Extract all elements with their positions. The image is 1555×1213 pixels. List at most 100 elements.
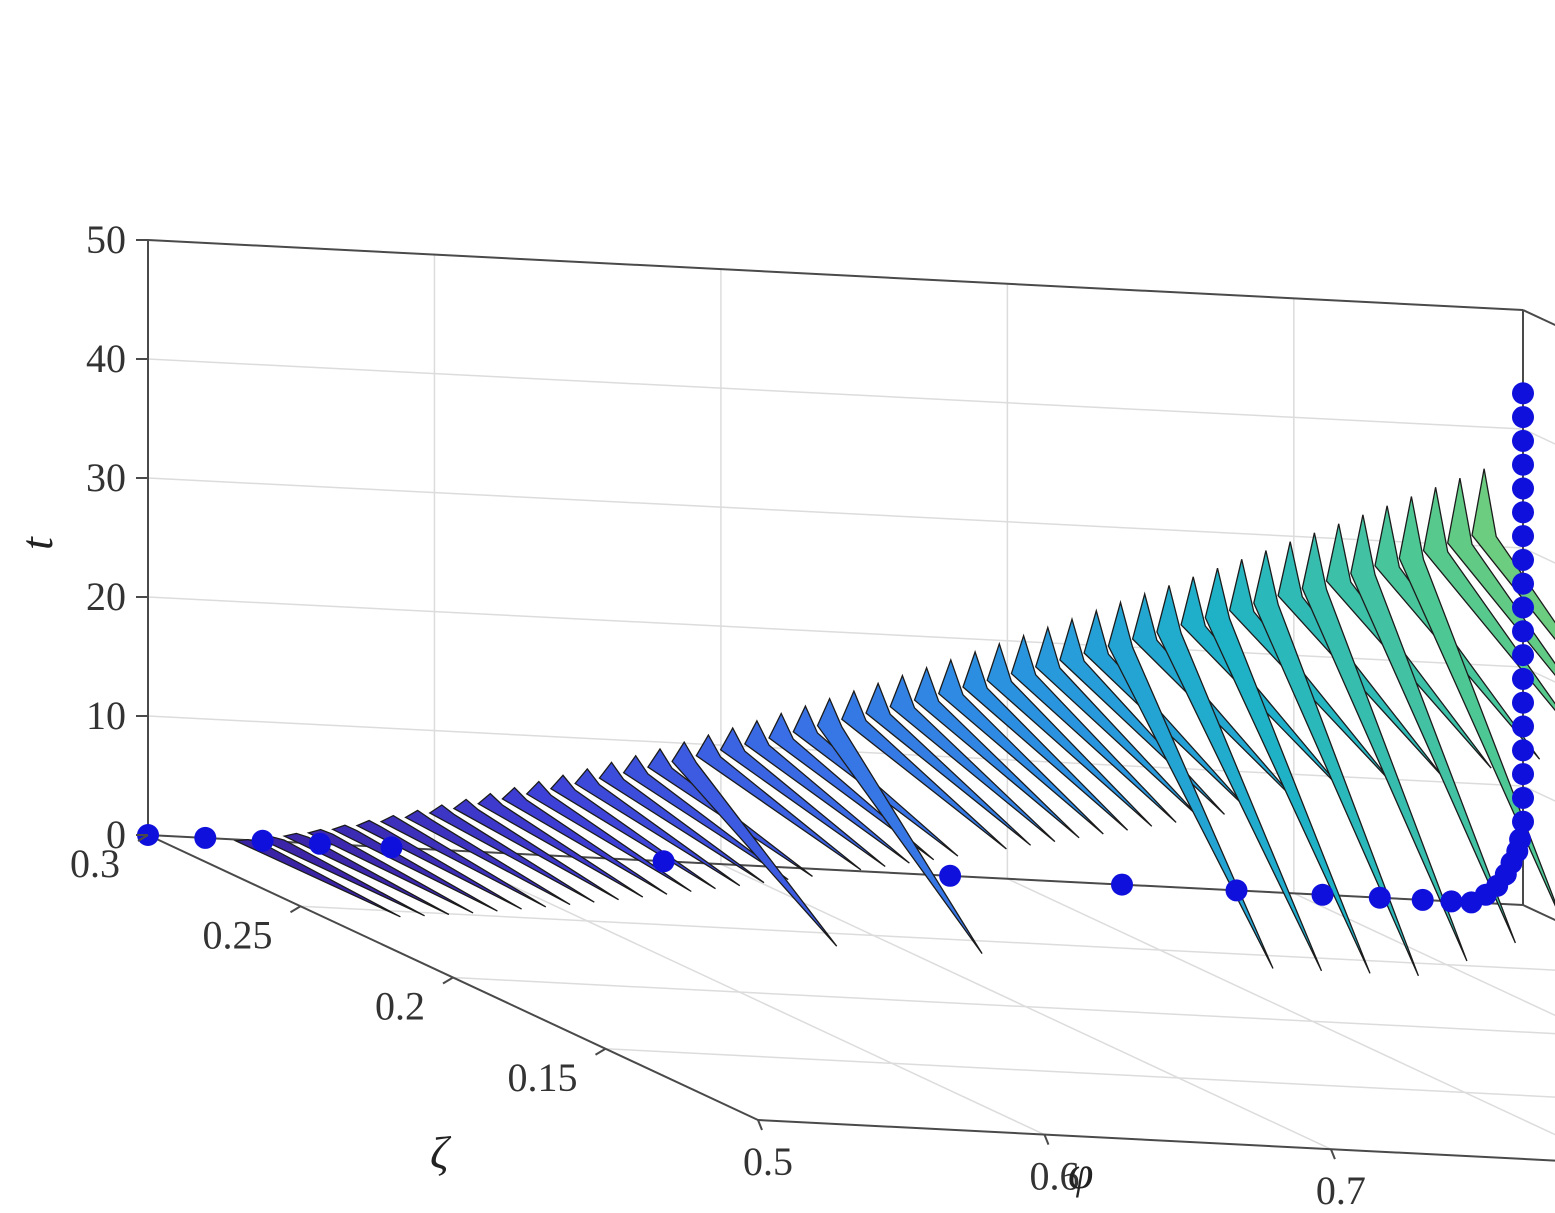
zeta-tick-label: 0.15 [508, 1055, 578, 1100]
surface-facet [792, 704, 959, 857]
boundary-point [1512, 739, 1534, 762]
boundary-point [1512, 382, 1534, 405]
surface-facet [1228, 559, 1395, 786]
surface-facet [1301, 532, 1468, 962]
surface-facet [452, 798, 619, 901]
boundary-point [1512, 453, 1534, 476]
boundary-point [1440, 890, 1463, 913]
surface-facet [743, 719, 910, 864]
boundary-point [939, 864, 962, 887]
grid-line [300, 905, 1555, 971]
t-axis-label: t [11, 536, 62, 550]
surface-facet [1034, 625, 1201, 819]
surface-facet [1374, 505, 1541, 760]
boundary-point [1512, 620, 1534, 643]
boundary-point [1512, 763, 1534, 786]
axis-edge [1522, 904, 1555, 922]
surface-facet [598, 761, 765, 884]
grid-line [1007, 878, 1555, 1136]
phi-tick-label: 0.5 [743, 1139, 793, 1184]
surface-facet [404, 809, 571, 906]
axis-edge [757, 1119, 1555, 1162]
surface-facet [428, 804, 595, 903]
t-tick-label: 50 [86, 217, 126, 262]
boundary-point [1512, 548, 1534, 571]
surface-facet [1325, 523, 1492, 769]
boundary-point [1368, 886, 1391, 909]
surface-facet [1422, 487, 1555, 712]
phi-tick-label: 0.6 [1029, 1154, 1079, 1199]
boundary-point [1512, 810, 1534, 833]
surface-facet [1277, 541, 1444, 778]
surface-facet [1083, 608, 1250, 811]
surface-facet [1010, 633, 1177, 823]
surface-facet [1204, 567, 1371, 974]
surface-facet [331, 824, 498, 912]
surface-facet [937, 657, 1104, 835]
grid-line [1293, 892, 1555, 1017]
boundary-point [1512, 715, 1534, 738]
zeta-tick-mark [137, 834, 149, 842]
surface-facet [1131, 591, 1298, 803]
surface-facet [816, 696, 983, 954]
surface-facet [501, 786, 668, 895]
surface-facet [671, 740, 838, 947]
surface-facet [574, 767, 741, 887]
surface-facet [646, 747, 813, 877]
boundary-point [652, 850, 675, 873]
phi-tick-mark [757, 1119, 763, 1131]
zeta-tick-mark [442, 976, 454, 985]
boundary-point [308, 832, 331, 855]
surface-facet [695, 733, 862, 871]
zeta-tick-label: 0.25 [203, 912, 273, 957]
zeta-tick-label: 0.2 [375, 984, 425, 1029]
boundary-point [1512, 596, 1534, 619]
boundary-point [194, 826, 217, 849]
t-tick-label: 10 [86, 693, 126, 738]
surface-facet [306, 828, 474, 914]
surface-facet [282, 832, 450, 916]
phi-axis-label: φ [1068, 1147, 1093, 1198]
surface-facet [865, 681, 1032, 846]
surface-facet [986, 641, 1153, 827]
surface-facet [622, 754, 789, 881]
surface-facet [1253, 550, 1420, 977]
surface-facet [525, 780, 692, 893]
surface-facet [768, 712, 935, 861]
grid-line [147, 477, 1524, 549]
surface-facet [1156, 585, 1323, 972]
surface-facet [477, 792, 644, 898]
surface-facet [841, 689, 1007, 850]
boundary-point [1111, 873, 1133, 896]
surface-facet [379, 814, 547, 908]
t-tick-label: 40 [86, 336, 126, 381]
grid-line [452, 976, 1555, 1035]
axis-edge [147, 239, 1524, 311]
boundary-point [1311, 883, 1334, 906]
boundary-point [1512, 644, 1534, 667]
boundary-point [1509, 828, 1532, 851]
boundary-point [1512, 429, 1534, 452]
surface-facet [719, 726, 886, 868]
phi-tick-label: 0.7 [1316, 1168, 1366, 1213]
boundary-point [1512, 406, 1534, 429]
surface-facet [1107, 599, 1274, 969]
boundary-point [1512, 667, 1534, 690]
boundary-point [1512, 525, 1534, 548]
surface-facet [962, 649, 1129, 831]
t-tick-label: 0 [106, 812, 126, 857]
zeta-tick-mark [594, 1047, 607, 1056]
phi-tick-mark [1329, 1148, 1336, 1160]
surface-facet [1180, 576, 1347, 795]
phi-tick-mark [1043, 1134, 1050, 1145]
boundary-point [1411, 888, 1434, 911]
boundary-point [1512, 786, 1534, 809]
boundary-point [1512, 691, 1534, 714]
boundary-point [1225, 879, 1248, 902]
surface-facet [1471, 468, 1555, 641]
boundary-point [251, 829, 274, 852]
surface-facet [913, 665, 1080, 839]
boundary-point [1512, 501, 1534, 524]
